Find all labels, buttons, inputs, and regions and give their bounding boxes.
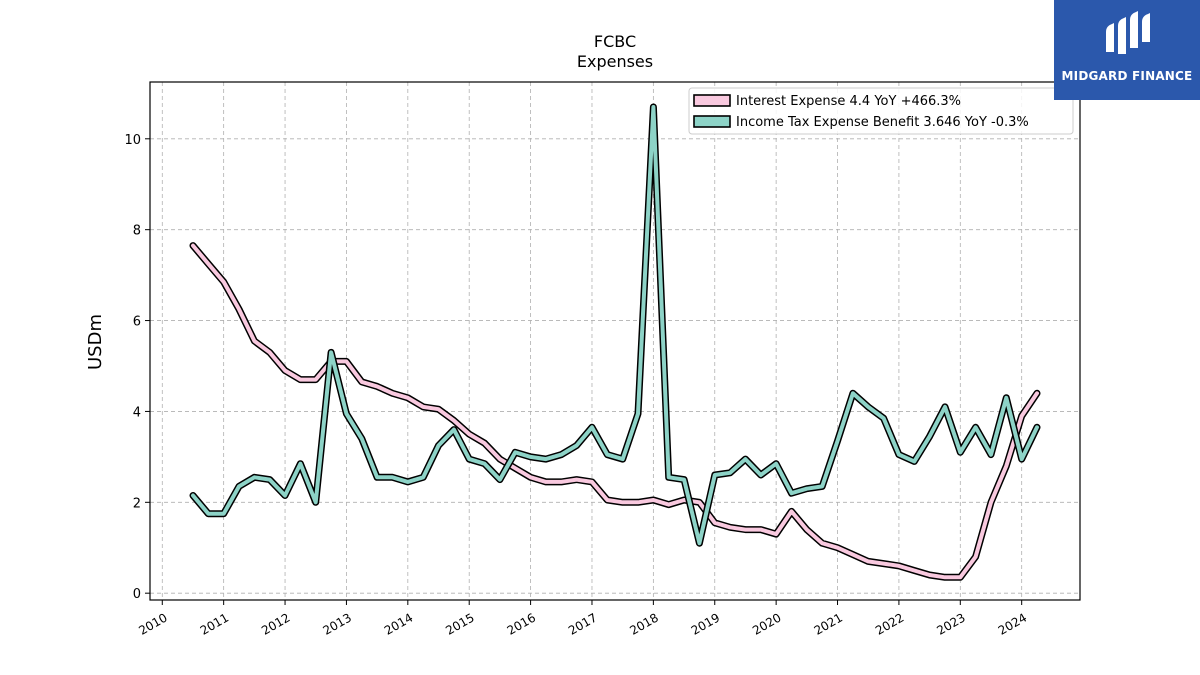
x-tick-label: 2024 [996,610,1029,637]
chart-title: FCBC [594,32,636,51]
legend-label-2: Income Tax Expense Benefit 3.646 YoY -0.… [736,115,1029,130]
y-tick-label: 10 [124,133,141,148]
x-tick-label: 2010 [136,610,169,637]
brand-logo: MIDGARD FINANCE [1054,0,1200,100]
y-tick-label: 8 [133,224,141,239]
x-tick-label: 2016 [505,610,538,637]
y-axis-label: USDm [85,314,106,370]
y-tick-label: 0 [133,587,141,602]
y-tick-label: 6 [133,315,141,330]
legend-swatch-2 [693,115,731,128]
plot-frame [149,81,1081,601]
x-tick-label: 2018 [627,610,660,637]
legend: Interest Expense 4.4 YoY +466.3% Income T… [688,87,1074,135]
x-tick-label: 2015 [443,610,476,637]
legend-box [688,87,1074,135]
legend-swatch-1 [693,94,731,107]
x-tick-label: 2011 [198,610,231,637]
series-group [189,103,1041,581]
x-tick-label: 2020 [750,610,783,637]
x-tick-label: 2012 [259,610,292,637]
x-tick-label: 2017 [566,610,599,637]
x-tick-label: 2019 [689,610,722,637]
logo-text: MIDGARD FINANCE [1061,69,1193,83]
y-tick-label: 4 [133,405,141,420]
chart-subtitle: Expenses [577,52,653,71]
x-tick-label: 2023 [934,610,967,637]
series-line-2 [191,105,1039,546]
legend-label-1: Interest Expense 4.4 YoY +466.3% [736,94,961,109]
grid [150,82,1080,600]
x-tick-label: 2021 [812,610,845,637]
x-tick-label: 2022 [873,610,906,637]
y-tick-label: 2 [133,496,141,511]
x-tick-label: 2014 [382,610,415,637]
x-tick-label: 2013 [320,610,353,637]
logo-mark-icon [1106,11,1150,54]
